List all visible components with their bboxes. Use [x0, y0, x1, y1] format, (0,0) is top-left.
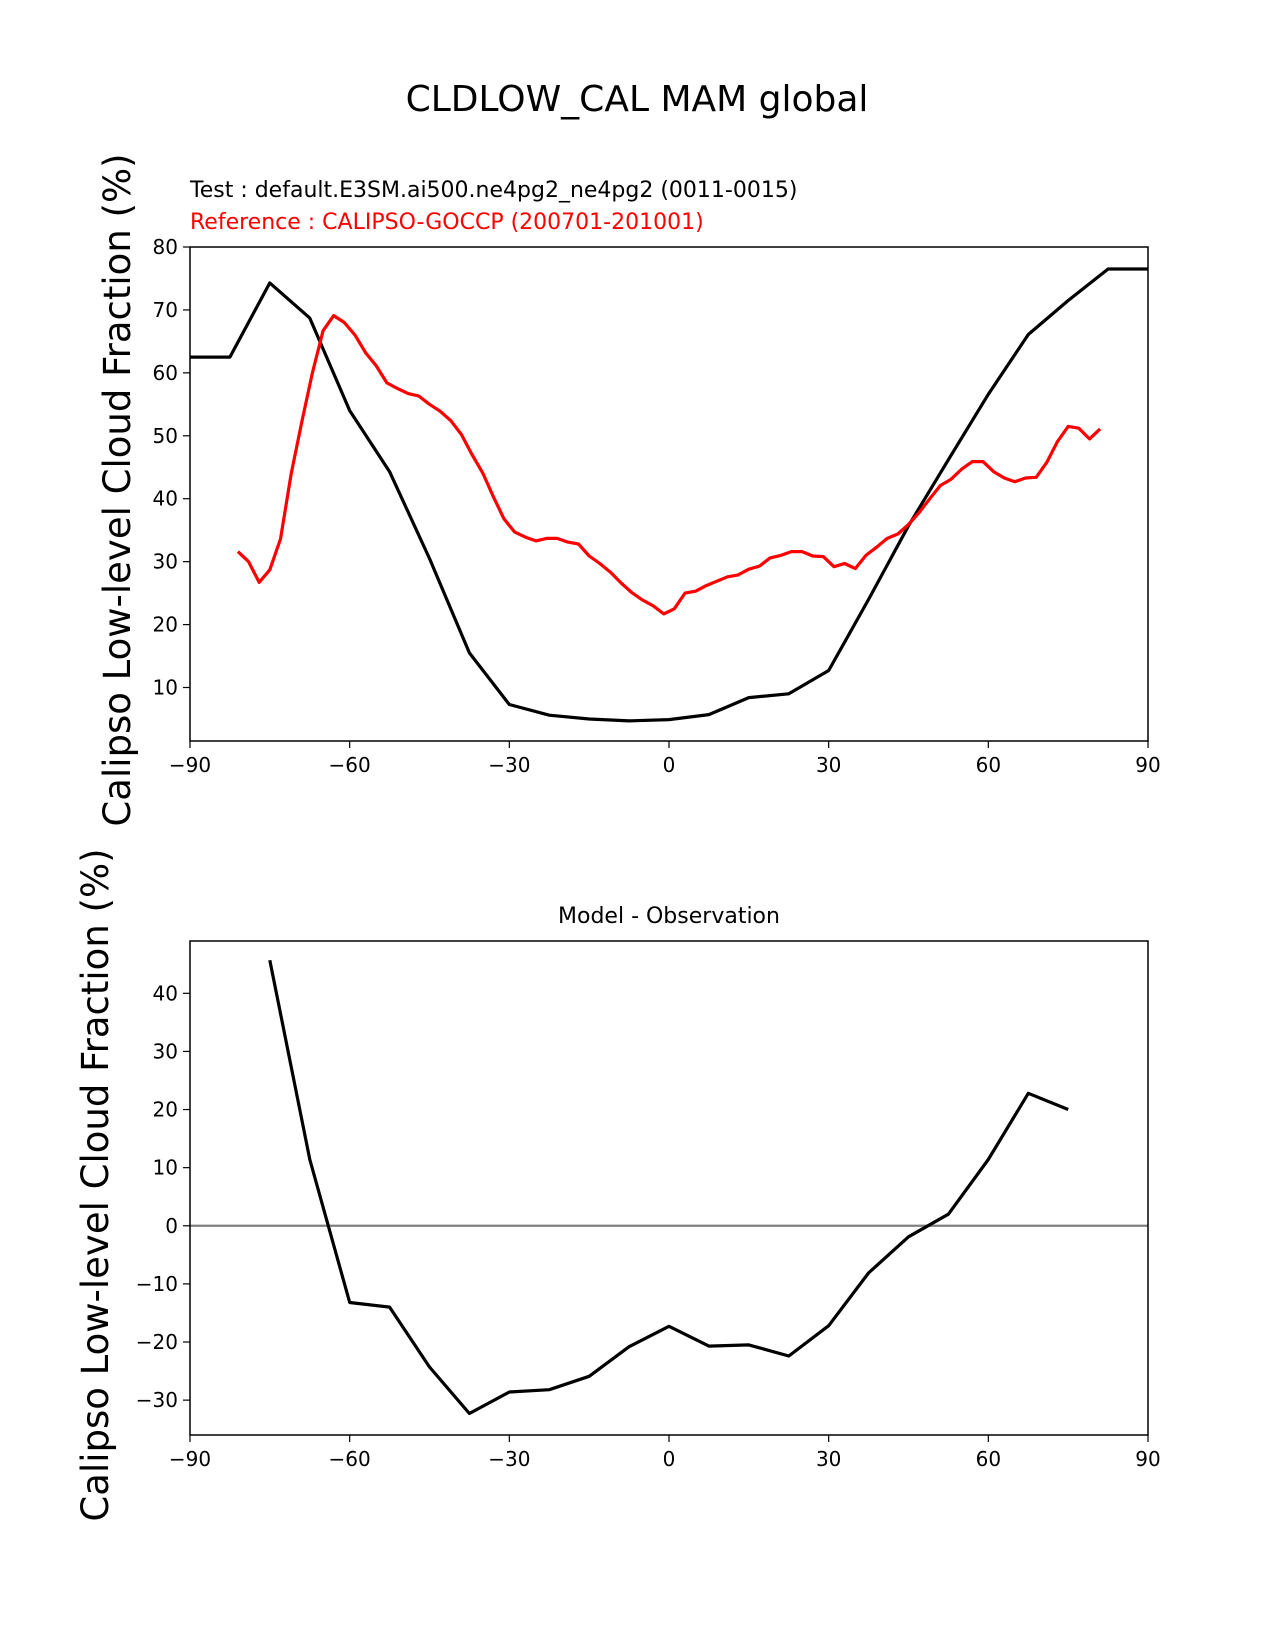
bottom-series-line-0 — [268, 959, 1069, 1416]
top-x-tick-label: 30 — [816, 753, 841, 777]
figure-suptitle: CLDLOW_CAL MAM global — [406, 79, 869, 120]
top-y-tick-label: 50 — [153, 424, 178, 448]
top-test-label: Test : default.E3SM.ai500.ne4pg2_ne4pg2 … — [189, 178, 797, 203]
top-series-line-1 — [236, 314, 1102, 616]
bottom-x-tick-label: 90 — [1135, 1447, 1160, 1471]
top-axes-frame — [189, 246, 1149, 742]
top-x-tick-label: −90 — [169, 753, 211, 777]
top-y-tick-label: 40 — [153, 487, 178, 511]
top-reference-label: Reference : CALIPSO-GOCCP (200701-201001… — [190, 210, 704, 235]
bottom-y-tick-label: 10 — [153, 1156, 178, 1180]
bottom-y-tick-label: −10 — [136, 1272, 178, 1296]
bottom-x-tick-label: 0 — [663, 1447, 676, 1471]
bottom-y-tick-label: 20 — [153, 1098, 178, 1122]
bottom-y-axis-label: Calipso Low-level Cloud Fraction (%) — [74, 848, 117, 1521]
bottom-x-tick-label: −30 — [488, 1447, 530, 1471]
bottom-x-tick-label: −90 — [169, 1447, 211, 1471]
top-series-line-0 — [190, 267, 1148, 723]
top-x-tick-label: −30 — [488, 753, 530, 777]
top-y-tick-label: 10 — [153, 676, 178, 700]
top-y-tick-label: 80 — [153, 235, 178, 259]
bottom-plot-area: −90 −60 −30 0 30 60 90 −30 −20 −10 0 10 20 30 40 — [136, 940, 1161, 1471]
top-panel: Test : default.E3SM.ai500.ne4pg2_ne4pg2 … — [96, 153, 1161, 826]
bottom-title: Model - Observation — [558, 904, 780, 929]
top-x-tick-label: −60 — [329, 753, 371, 777]
bottom-x-tick-label: −60 — [329, 1447, 371, 1471]
top-y-tick-label: 70 — [153, 298, 178, 322]
top-y-tick-label: 30 — [153, 550, 178, 574]
top-y-axis-label: Calipso Low-level Cloud Fraction (%) — [96, 153, 139, 826]
top-plot-area: −90 −60 −30 0 30 60 90 10 20 30 40 50 60 70 80 — [153, 235, 1161, 777]
bottom-x-tick-label: 60 — [976, 1447, 1001, 1471]
bottom-x-tick-label: 30 — [816, 1447, 841, 1471]
top-x-tick-label: 0 — [663, 753, 676, 777]
bottom-y-tick-label: 30 — [153, 1039, 178, 1063]
bottom-panel: Model - Observation Calipso Low-level Cl… — [74, 848, 1161, 1521]
top-x-tick-label: 90 — [1135, 753, 1160, 777]
bottom-y-tick-label: 40 — [153, 981, 178, 1005]
top-y-tick-label: 20 — [153, 613, 178, 637]
bottom-y-tick-label: −20 — [136, 1330, 178, 1354]
bottom-y-tick-label: 0 — [165, 1214, 178, 1238]
top-x-tick-label: 60 — [976, 753, 1001, 777]
bottom-y-tick-label: −30 — [136, 1388, 178, 1412]
top-y-tick-label: 60 — [153, 361, 178, 385]
bottom-axes-frame — [189, 940, 1149, 1436]
